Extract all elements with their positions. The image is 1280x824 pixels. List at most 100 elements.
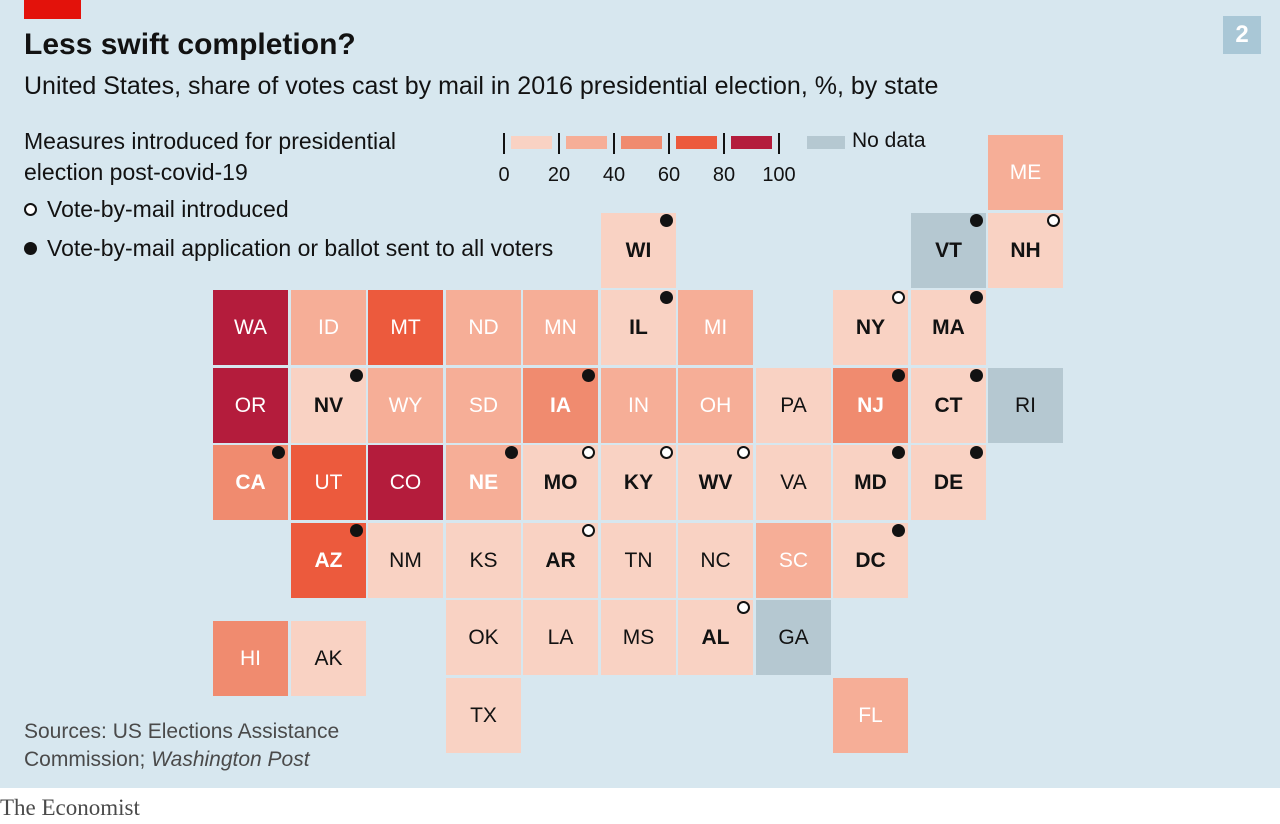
state-label: NE [468, 470, 499, 494]
state-label: WA [233, 315, 268, 339]
filled-circle-icon [660, 291, 673, 304]
open-circle-icon [737, 446, 750, 459]
state-label: ME [1009, 160, 1042, 184]
state-label: UT [314, 470, 343, 494]
scale-tick-label: 80 [712, 164, 736, 186]
filled-circle-icon [970, 291, 983, 304]
source-note: Sources: US Elections Assistance Commiss… [24, 718, 339, 774]
state-label: NJ [857, 393, 884, 417]
state-tile-nd: ND [446, 290, 521, 365]
state-label: CT [934, 393, 963, 417]
state-tile-ok: OK [446, 600, 521, 675]
state-tile-oh: OH [678, 368, 753, 443]
state-tile-ma: MA [911, 290, 986, 365]
filled-circle-icon [350, 524, 363, 537]
state-label: NV [313, 393, 344, 417]
open-circle-icon [892, 291, 905, 304]
state-label: KS [469, 548, 498, 572]
state-label: IL [629, 315, 648, 339]
filled-circle-icon [660, 214, 673, 227]
scale-tick [778, 133, 780, 154]
state-label: FL [858, 703, 883, 727]
filled-circle-icon [24, 242, 37, 255]
open-circle-icon [582, 524, 595, 537]
open-circle-icon [660, 446, 673, 459]
state-tile-fl: FL [833, 678, 908, 753]
state-tile-mi: MI [678, 290, 753, 365]
state-tile-ct: CT [911, 368, 986, 443]
state-tile-id: ID [291, 290, 366, 365]
state-label: MO [543, 470, 578, 494]
state-label: MN [544, 315, 577, 339]
state-label: RI [1015, 393, 1036, 417]
state-label: MD [854, 470, 887, 494]
state-label: ID [318, 315, 339, 339]
state-tile-nj: NJ [833, 368, 908, 443]
no-data-swatch [807, 136, 845, 149]
state-label: AR [545, 548, 576, 572]
state-tile-ny: NY [833, 290, 908, 365]
state-label: GA [778, 625, 809, 649]
source-publication: Washington Post [151, 748, 310, 771]
state-label: WV [698, 470, 733, 494]
state-label: ND [468, 315, 499, 339]
chart-subtitle: United States, share of votes cast by ma… [24, 72, 939, 100]
state-label: PA [780, 393, 807, 417]
filled-circle-icon [582, 369, 595, 382]
open-circle-icon [1047, 214, 1060, 227]
no-data-label: No data [852, 129, 926, 152]
open-circle-icon [582, 446, 595, 459]
state-label: MA [932, 315, 965, 339]
state-tile-tn: TN [601, 523, 676, 598]
state-label: NM [389, 548, 422, 572]
measures-legend-title: Measures introduced for presidential ele… [24, 128, 397, 185]
scale-tick-label: 20 [547, 164, 571, 186]
scale-tick [668, 133, 670, 154]
state-tile-ga: GA [756, 600, 831, 675]
filled-circle-icon [892, 524, 905, 537]
state-label: NY [855, 315, 886, 339]
state-tile-mn: MN [523, 290, 598, 365]
legend-filled-item: Vote-by-mail application or ballot sent … [24, 235, 553, 262]
state-label: TN [624, 548, 653, 572]
scale-tick [558, 133, 560, 154]
filled-circle-icon [272, 446, 285, 459]
chart-number-badge: 2 [1223, 16, 1261, 54]
open-circle-icon [24, 203, 37, 216]
state-tile-in: IN [601, 368, 676, 443]
state-label: MI [703, 315, 728, 339]
state-tile-nv: NV [291, 368, 366, 443]
scale-tick-label: 100 [762, 164, 796, 186]
source-line-1: Sources: US Elections Assistance [24, 720, 340, 743]
state-tile-ca: CA [213, 445, 288, 520]
state-label: NH [1010, 238, 1041, 262]
legend-filled-label: Vote-by-mail application or ballot sent … [47, 235, 554, 261]
state-label: VA [780, 470, 807, 494]
state-label: OR [234, 393, 267, 417]
state-tile-ks: KS [446, 523, 521, 598]
state-tile-dc: DC [833, 523, 908, 598]
state-tile-wi: WI [601, 213, 676, 288]
state-tile-ri: RI [988, 368, 1063, 443]
state-tile-az: AZ [291, 523, 366, 598]
state-tile-ia: IA [523, 368, 598, 443]
state-tile-va: VA [756, 445, 831, 520]
state-tile-il: IL [601, 290, 676, 365]
state-tile-vt: VT [911, 213, 986, 288]
state-label: IN [628, 393, 649, 417]
state-label: DC [855, 548, 886, 572]
state-label: OH [699, 393, 732, 417]
state-label: VT [935, 238, 962, 262]
state-label: MS [622, 625, 655, 649]
state-tile-wv: WV [678, 445, 753, 520]
scale-tick [613, 133, 615, 154]
state-label: AK [314, 646, 343, 670]
scale-tick [723, 133, 725, 154]
scale-tick [503, 133, 505, 154]
state-tile-la: LA [523, 600, 598, 675]
state-label: TX [470, 703, 497, 727]
filled-circle-icon [505, 446, 518, 459]
brand-red-bar [24, 0, 81, 19]
filled-circle-icon [970, 369, 983, 382]
scale-swatch [566, 136, 607, 149]
